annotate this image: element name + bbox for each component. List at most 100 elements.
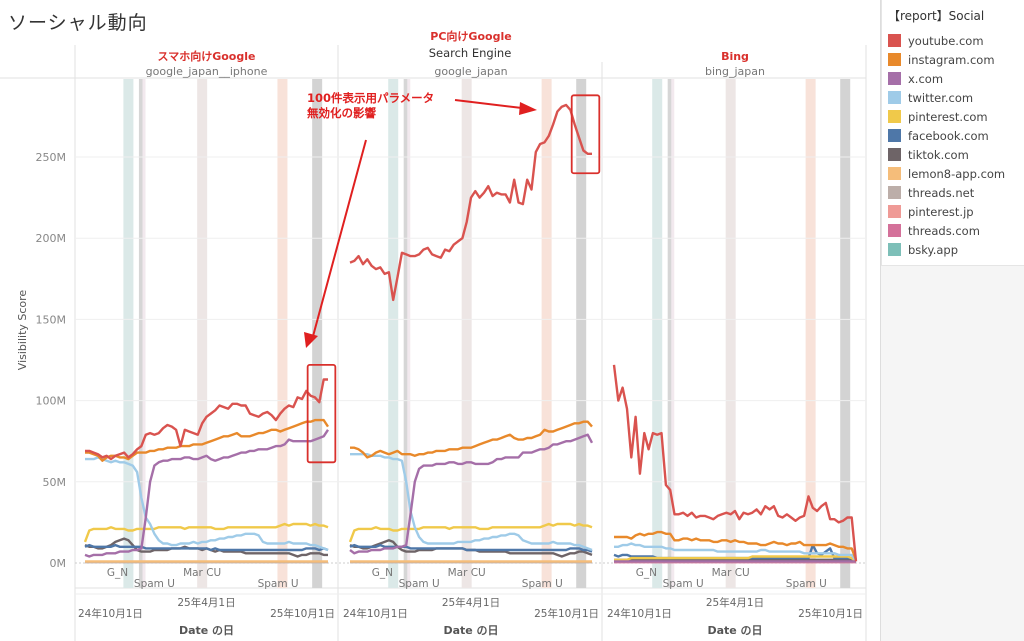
x-tick-label: 24年10月1日 xyxy=(343,607,408,620)
highlight-box xyxy=(306,363,337,464)
series-line-pinterest-com-google_japan xyxy=(348,522,593,543)
series-line-x-com-google_japan__iphone xyxy=(84,429,330,558)
event-band xyxy=(403,79,409,588)
series-line-facebook-com-google_japan xyxy=(349,543,593,553)
legend-label: threads.net xyxy=(908,185,975,200)
panel-subheader-2: bing_japan xyxy=(705,65,765,78)
annotation-note-line1: 100件表示用パラメータ xyxy=(307,91,434,105)
x-tick-label: 24年10月1日 xyxy=(607,607,672,620)
legend-swatch xyxy=(888,167,901,180)
page-title: ソーシャル動向 xyxy=(8,12,148,34)
event-band xyxy=(461,79,472,588)
highlight-box xyxy=(570,94,601,175)
x-tick-label: 25年4月1日 xyxy=(177,596,235,609)
band-label: G_N xyxy=(107,567,128,579)
chart-frame xyxy=(0,45,867,641)
legend-label: pinterest.com xyxy=(908,109,988,124)
series-line-instagram-com-bing_japan xyxy=(614,530,858,561)
legend-label: instagram.com xyxy=(908,52,995,67)
y-tick-label: 0M xyxy=(50,557,67,570)
series-line-youtube-com-google_japan xyxy=(349,103,592,302)
y-tick-label: 200M xyxy=(36,232,67,245)
legend-item-tiktok-com[interactable]: tiktok.com xyxy=(882,145,1024,164)
series-line-twitter-com-google_japan xyxy=(350,453,593,552)
annotation-arrow xyxy=(311,139,367,341)
band-label: Mar CU xyxy=(183,567,221,579)
legend-title: 【report】Social xyxy=(888,9,985,23)
panel-header-1: PC向けGoogle xyxy=(430,29,511,43)
column-header: Search Engine xyxy=(429,46,512,60)
series-line-youtube-com-google_japan__iphone xyxy=(85,378,328,461)
series-line-tiktok-com-bing_japan xyxy=(614,558,857,563)
event-band xyxy=(138,79,144,588)
legend-item-pinterest-com[interactable]: pinterest.com xyxy=(882,107,1024,126)
legend-label: bsky.app xyxy=(908,242,959,257)
event-band xyxy=(725,79,736,588)
legend-item-threads-com[interactable]: threads.com xyxy=(882,221,1024,240)
legend-label: tiktok.com xyxy=(908,147,969,162)
annotation-arrow xyxy=(454,99,523,109)
series-line-pinterest-com-bing_japan xyxy=(614,555,857,563)
legend-swatch xyxy=(888,148,901,161)
arrowhead-icon xyxy=(519,102,537,115)
legend-item-threads-net[interactable]: threads.net xyxy=(882,183,1024,202)
legend-items: youtube.com instagram.com x.com twitter.com… xyxy=(882,31,1024,259)
event-band xyxy=(667,79,673,588)
band-label: Spam U xyxy=(522,578,563,590)
arrowhead-icon xyxy=(304,332,318,348)
legend-panel: 【report】Social youtube.com instagram.com x… xyxy=(880,0,1024,641)
legend-label: youtube.com xyxy=(908,33,984,48)
annotation-marks xyxy=(304,94,601,464)
band-label: Spam U xyxy=(663,578,704,590)
band-label: Spam U xyxy=(258,578,299,590)
chart-area: Visibility Score Search Engine 0M 50M 100M… xyxy=(0,29,867,641)
legend-swatch xyxy=(888,205,901,218)
legend: 【report】Social youtube.com instagram.com x… xyxy=(881,0,1024,266)
legend-item-facebook-com[interactable]: facebook.com xyxy=(882,126,1024,145)
band-label: G_N xyxy=(636,567,657,579)
legend-item-twitter-com[interactable]: twitter.com xyxy=(882,88,1024,107)
y-tick-label: 250M xyxy=(36,151,67,164)
event-band xyxy=(277,79,288,588)
gridlines xyxy=(75,156,866,564)
legend-item-instagram-com[interactable]: instagram.com xyxy=(882,50,1024,69)
legend-swatch xyxy=(888,224,901,237)
series-line-instagram-com-google_japan__iphone xyxy=(85,418,330,462)
x-tick-label: 25年10月1日 xyxy=(798,607,863,620)
series-line-x-com-google_japan xyxy=(349,433,594,555)
annotation-note-line2: 無効化の影響 xyxy=(307,106,376,120)
panel-subheader-0: google_japan__iphone xyxy=(146,65,268,78)
y-tick-label: 100M xyxy=(36,395,67,408)
legend-swatch xyxy=(888,186,901,199)
legend-item-x-com[interactable]: x.com xyxy=(882,69,1024,88)
legend-item-pinterest-jp[interactable]: pinterest.jp xyxy=(882,202,1024,221)
event-band xyxy=(312,79,323,588)
event-band xyxy=(388,79,399,588)
event-band xyxy=(541,79,552,588)
legend-swatch xyxy=(888,243,901,256)
x-axis-title: Date の日 xyxy=(179,624,234,637)
x-axis-title: Date の日 xyxy=(707,624,762,637)
legend-swatch xyxy=(888,53,901,66)
event-band xyxy=(576,79,587,588)
legend-swatch xyxy=(888,110,901,123)
x-tick-label: 24年10月1日 xyxy=(78,607,143,620)
band-label: Mar CU xyxy=(448,567,486,579)
x-tick-label: 25年4月1日 xyxy=(442,596,500,609)
series-line-pinterest-com-google_japan__iphone xyxy=(83,522,329,543)
event-band xyxy=(671,79,675,588)
series-line-instagram-com-google_japan xyxy=(350,420,593,459)
legend-label: threads.com xyxy=(908,223,980,238)
legend-item-bsky-app[interactable]: bsky.app xyxy=(882,240,1024,259)
series-line-facebook-com-google_japan__iphone xyxy=(84,543,329,552)
legend-item-lemon8-app-com[interactable]: lemon8-app.com xyxy=(882,164,1024,183)
x-tick-label: 25年10月1日 xyxy=(270,607,335,620)
event-band xyxy=(142,79,146,588)
legend-item-youtube-com[interactable]: youtube.com xyxy=(882,31,1024,50)
event-band xyxy=(197,79,208,588)
event-band xyxy=(123,79,134,588)
legend-label: pinterest.jp xyxy=(908,204,974,219)
series-line-youtube-com-bing_japan xyxy=(612,364,858,562)
y-tick-label: 50M xyxy=(43,476,67,489)
band-label: Mar CU xyxy=(712,567,750,579)
